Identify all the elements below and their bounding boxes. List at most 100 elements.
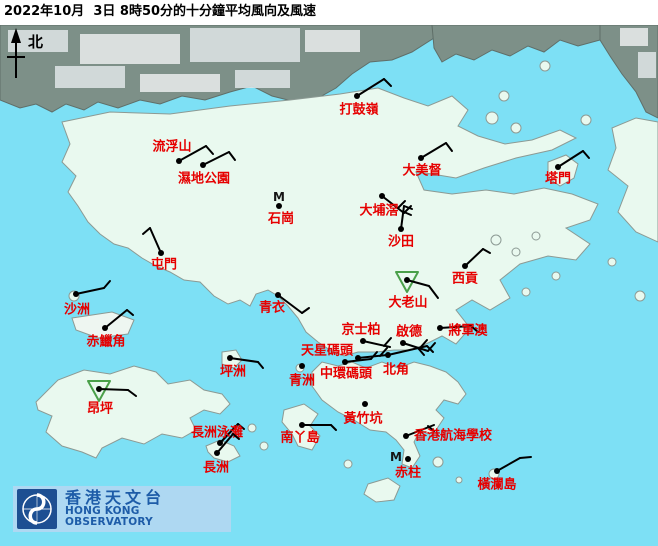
station-dot	[214, 450, 220, 456]
wind-barb	[464, 248, 484, 267]
wind-station[interactable]: 將軍澳	[437, 323, 488, 339]
wind-barb	[582, 150, 590, 159]
wind-barb	[400, 205, 405, 230]
station-dot	[102, 325, 108, 331]
wind-station[interactable]: 香港航海學校	[403, 424, 493, 444]
station-dot	[403, 433, 409, 439]
station-dot	[462, 263, 468, 269]
station-dot	[418, 155, 424, 161]
wind-barb	[127, 389, 137, 397]
station-label: 北角	[383, 362, 409, 378]
wind-barb	[370, 351, 378, 360]
station-label: 沙田	[388, 235, 414, 250]
wind-barb	[383, 337, 392, 347]
wind-station[interactable]: 沙田	[388, 205, 414, 250]
wind-station[interactable]: 南丫島	[280, 422, 337, 446]
wind-station[interactable]: 中環碼頭	[320, 351, 378, 382]
station-dot	[405, 456, 411, 462]
wind-barb	[356, 78, 385, 97]
station-dot	[379, 193, 385, 199]
wind-station[interactable]: 黃竹坑	[342, 401, 383, 427]
wind-barb	[362, 340, 391, 348]
north-arrow: 北	[7, 28, 43, 78]
wind-station[interactable]: 屯門	[142, 227, 177, 273]
wind-station[interactable]: 流浮山	[152, 139, 214, 165]
station-label: 南丫島	[280, 430, 319, 446]
wind-barb	[205, 145, 214, 155]
wind-barb	[330, 424, 337, 431]
wind-station[interactable]: 大老山	[388, 271, 439, 311]
wind-station[interactable]: 青衣	[259, 292, 310, 316]
wind-station[interactable]: M赤柱	[390, 450, 421, 481]
station-label: 濕地公園	[178, 171, 230, 187]
wind-station[interactable]: 塔門	[545, 150, 590, 187]
wind-barb	[482, 248, 491, 254]
wind-station[interactable]: 西貢	[452, 248, 491, 287]
wind-station[interactable]: 長洲	[203, 433, 240, 476]
wind-barb	[403, 211, 412, 216]
station-label: 大埔滘	[359, 203, 398, 219]
wind-barb	[104, 309, 128, 329]
wind-station[interactable]: M 石崗	[267, 190, 294, 227]
station-dot	[398, 226, 404, 232]
hko-logo	[17, 489, 57, 529]
station-label: 中環碼頭	[320, 366, 373, 382]
wind-barb	[397, 200, 406, 209]
wind-station[interactable]: 青洲	[289, 363, 315, 389]
wind-station[interactable]: 北角	[383, 345, 434, 378]
wind-barb	[557, 150, 584, 168]
station-label: 青洲	[289, 373, 315, 389]
station-label: 流浮山	[152, 139, 191, 155]
wind-station[interactable]: 沙洲	[64, 280, 111, 318]
wind-barb	[142, 227, 151, 235]
wind-barb	[496, 457, 521, 472]
station-dot	[494, 468, 500, 474]
station-label: 啟德	[396, 324, 422, 340]
wind-barb	[420, 142, 447, 159]
wind-station[interactable]: 赤鱲角	[86, 309, 134, 350]
station-dot	[362, 401, 368, 407]
station-dot	[227, 355, 233, 361]
station-dot	[275, 292, 281, 298]
station-dot	[217, 440, 223, 446]
station-dot	[176, 158, 182, 164]
station-dot	[400, 340, 406, 346]
station-label: 長洲	[203, 461, 229, 476]
wind-barb	[126, 309, 134, 316]
station-label: 屯門	[151, 257, 177, 273]
station-label: 赤鱲角	[86, 334, 125, 350]
station-dot	[360, 338, 366, 344]
north-label: 北	[28, 33, 43, 51]
wind-barb	[439, 325, 472, 329]
station-dot	[299, 363, 305, 369]
wind-station[interactable]: 坪洲	[220, 355, 264, 380]
station-dot	[385, 352, 391, 358]
station-label: 香港航海學校	[413, 428, 493, 444]
wind-barb	[402, 342, 429, 352]
wind-station[interactable]: 大美督	[402, 142, 453, 179]
wind-station[interactable]: 橫瀾島	[477, 456, 532, 493]
station-dot	[158, 250, 164, 256]
station-dot	[200, 162, 206, 168]
hong-kong-land	[35, 60, 658, 503]
mainland-china-land	[0, 24, 658, 119]
wind-station[interactable]: 京士柏	[341, 322, 392, 348]
wind-station[interactable]: 濕地公園	[178, 151, 236, 187]
wind-barb	[216, 433, 234, 454]
wind-barb	[103, 280, 111, 289]
page-title: 2022年10月 3日 8時50分的十分鐘平均風向及風速	[0, 0, 658, 25]
wind-station[interactable]: 啟德	[396, 324, 436, 352]
wind-barb	[178, 145, 207, 162]
station-dot	[299, 422, 305, 428]
wind-station[interactable]: 打鼓嶺	[339, 78, 392, 118]
station-label: 京士柏	[341, 322, 380, 338]
wind-station[interactable]: 昂坪	[87, 380, 137, 417]
station-label: 沙洲	[64, 303, 90, 318]
wind-station[interactable]: 大埔滘	[359, 193, 412, 219]
station-label: 黃竹坑	[342, 411, 382, 427]
wind-barb	[277, 294, 303, 314]
station-dot	[96, 386, 102, 392]
